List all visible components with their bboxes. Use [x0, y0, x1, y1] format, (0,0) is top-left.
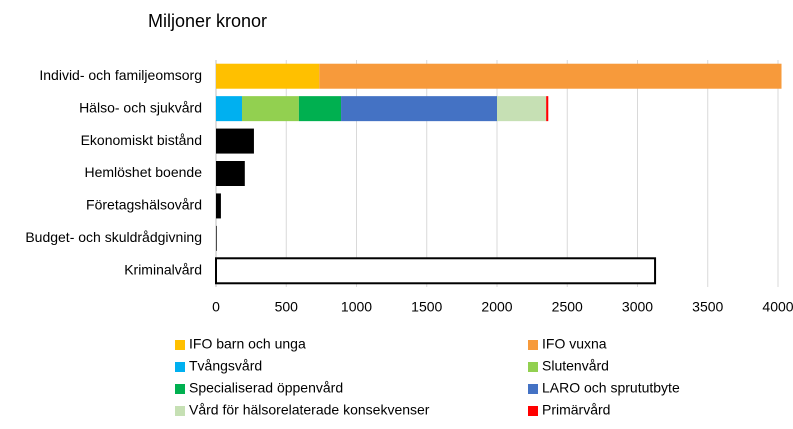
x-tick-label: 4000	[762, 299, 793, 315]
legend-label: IFO vuxna	[542, 336, 607, 352]
y-tick-label: Individ- och familjeomsorg	[39, 67, 202, 83]
legend-label: IFO barn och unga	[189, 336, 306, 352]
y-tick-label: Företagshälsovård	[86, 197, 202, 213]
bar	[497, 96, 547, 122]
bar	[216, 63, 320, 89]
legend-label: Slutenvård	[542, 358, 609, 374]
chart-title: Miljoner kronor	[148, 11, 267, 31]
legend-label: LARO och sprututbyte	[542, 380, 680, 396]
x-tick-label: 0	[212, 299, 220, 315]
bar	[216, 96, 242, 122]
bar	[216, 193, 221, 219]
bar	[215, 257, 657, 285]
x-tick-label: 500	[275, 299, 299, 315]
y-tick-label: Hälso- och sjukvård	[79, 99, 202, 115]
bar	[216, 225, 217, 251]
bar	[319, 63, 782, 89]
legend-swatch	[528, 362, 538, 372]
bar	[341, 96, 497, 122]
legend-swatch	[175, 384, 185, 394]
y-tick-label: Budget- och skuldrådgivning	[25, 229, 202, 245]
y-tick-label: Ekonomiskt bistånd	[81, 132, 202, 148]
legend-swatch	[528, 340, 538, 350]
bar	[241, 96, 299, 122]
bar	[298, 96, 342, 122]
legend-swatch	[528, 406, 538, 416]
legend-swatch	[175, 406, 185, 416]
bar	[216, 128, 254, 154]
x-tick-label: 3000	[622, 299, 653, 315]
x-tick-label: 3500	[692, 299, 723, 315]
y-tick-label: Hemlöshet boende	[84, 164, 202, 180]
x-tick-label: 1000	[341, 299, 372, 315]
x-tick-label: 1500	[411, 299, 442, 315]
bar	[216, 161, 245, 186]
legend-swatch	[175, 362, 185, 372]
y-tick-label: Kriminalvård	[124, 261, 202, 277]
legend-label: Primärvård	[542, 402, 610, 418]
legend-label: Vård för hälsorelaterade konsekvenser	[189, 402, 430, 418]
x-tick-label: 2500	[552, 299, 583, 315]
legend-label: Specialiserad öppenvård	[189, 380, 343, 396]
x-tick-label: 2000	[481, 299, 512, 315]
legend-label: Tvångsvård	[189, 358, 262, 374]
bar	[546, 96, 549, 122]
legend-swatch	[528, 384, 538, 394]
legend-swatch	[175, 340, 185, 350]
